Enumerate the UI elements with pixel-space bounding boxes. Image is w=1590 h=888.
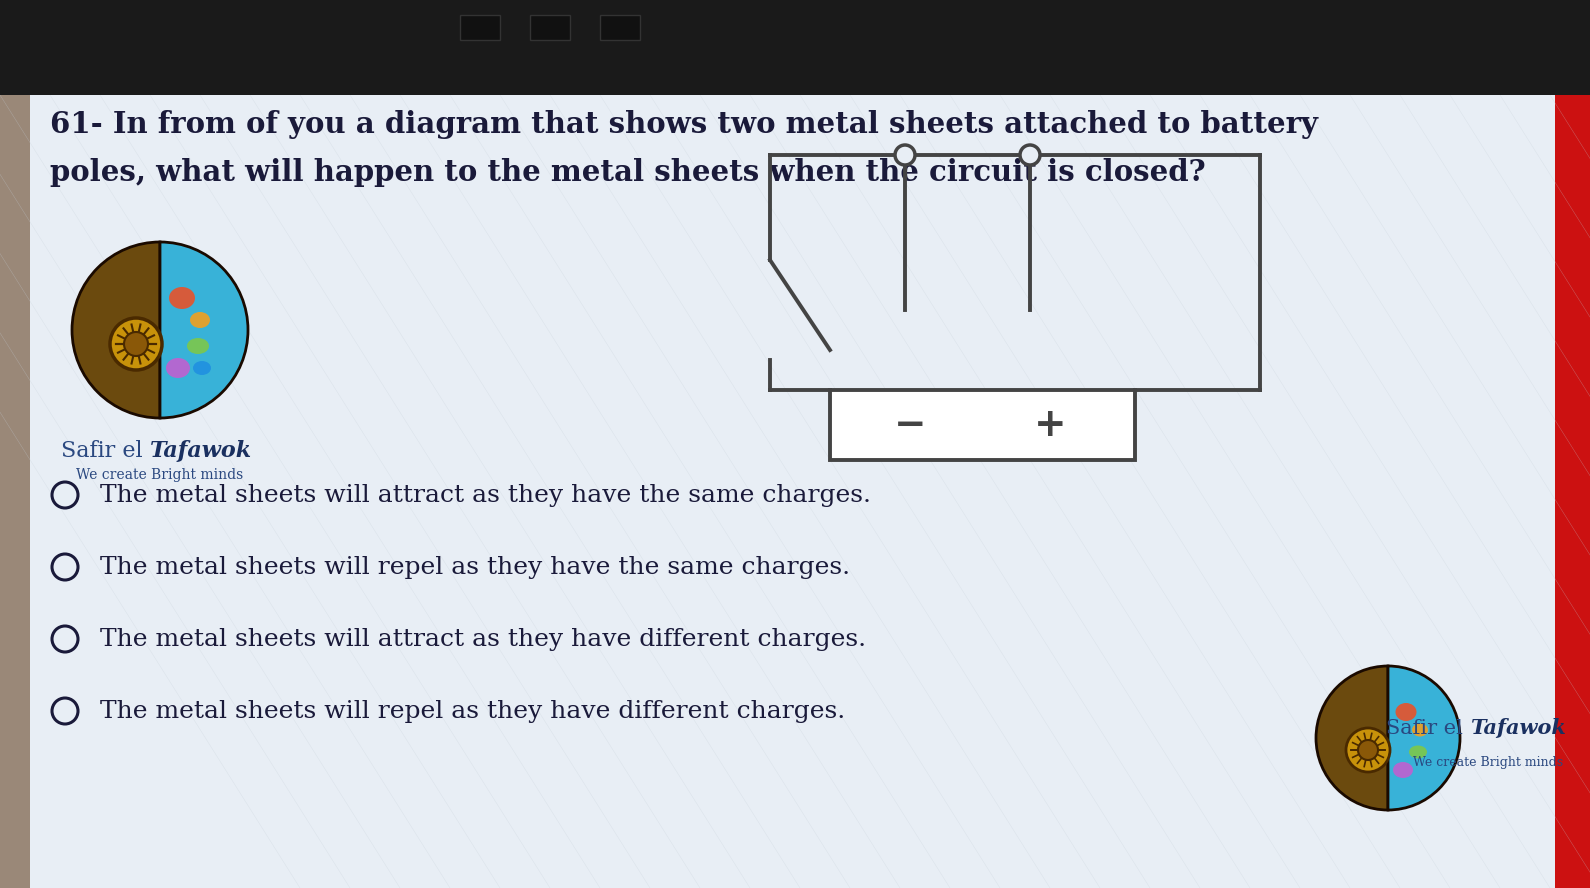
Circle shape xyxy=(52,626,78,652)
Ellipse shape xyxy=(1409,746,1426,758)
Text: The metal sheets will attract as they have the same charges.: The metal sheets will attract as they ha… xyxy=(100,483,871,506)
Text: The metal sheets will repel as they have the same charges.: The metal sheets will repel as they have… xyxy=(100,556,851,578)
Wedge shape xyxy=(1388,666,1460,810)
Text: We create Bright minds: We create Bright minds xyxy=(1414,756,1563,769)
Text: −: − xyxy=(894,406,927,444)
Wedge shape xyxy=(161,242,248,418)
Circle shape xyxy=(1358,740,1379,760)
Bar xyxy=(0,0,1590,95)
Text: Safir el: Safir el xyxy=(62,440,149,462)
Wedge shape xyxy=(72,242,161,418)
Circle shape xyxy=(1021,145,1040,165)
Bar xyxy=(529,15,569,40)
Text: poles, what will happen to the metal sheets when the circuit is closed?: poles, what will happen to the metal she… xyxy=(49,158,1205,187)
Circle shape xyxy=(52,698,78,724)
Circle shape xyxy=(895,145,914,165)
Text: Tafawok: Tafawok xyxy=(1471,718,1566,738)
Circle shape xyxy=(52,554,78,580)
Bar xyxy=(1555,0,1590,888)
Circle shape xyxy=(124,332,148,356)
Ellipse shape xyxy=(1412,724,1428,736)
Text: We create Bright minds: We create Bright minds xyxy=(76,468,243,482)
Ellipse shape xyxy=(1396,703,1417,721)
Bar xyxy=(830,390,1135,460)
Wedge shape xyxy=(1317,666,1388,810)
Bar xyxy=(460,15,499,40)
Text: Tafawok: Tafawok xyxy=(149,440,253,462)
Ellipse shape xyxy=(192,361,211,375)
Circle shape xyxy=(110,318,162,370)
Text: The metal sheets will attract as they have different charges.: The metal sheets will attract as they ha… xyxy=(100,628,867,651)
Circle shape xyxy=(1347,728,1390,772)
Ellipse shape xyxy=(188,338,208,354)
Text: +: + xyxy=(1034,406,1067,444)
Ellipse shape xyxy=(165,358,189,378)
Text: Safir el: Safir el xyxy=(1386,718,1471,738)
Ellipse shape xyxy=(169,287,196,309)
Text: The metal sheets will repel as they have different charges.: The metal sheets will repel as they have… xyxy=(100,700,846,723)
Bar xyxy=(30,95,1555,888)
Text: 61- In from of you a diagram that shows two metal sheets attached to battery: 61- In from of you a diagram that shows … xyxy=(49,110,1318,139)
Circle shape xyxy=(52,482,78,508)
Bar xyxy=(0,0,30,888)
Ellipse shape xyxy=(189,312,210,328)
Ellipse shape xyxy=(1393,762,1414,778)
Bar xyxy=(599,15,641,40)
